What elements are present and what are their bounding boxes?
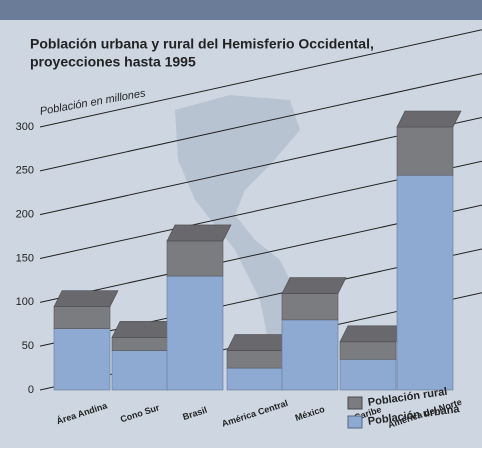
bar-segment [53, 306, 111, 329]
bar-segment [166, 275, 224, 391]
bar-segment [339, 341, 397, 360]
bar-top [166, 224, 232, 242]
bar-segment [226, 367, 284, 391]
legend-swatch [347, 396, 363, 410]
bar-segment [226, 350, 284, 369]
bar-top [281, 277, 347, 294]
bar-top [339, 325, 405, 343]
grid-line [39, 29, 482, 128]
top-band [0, 0, 482, 20]
bar-segment [281, 293, 339, 321]
bar-top [396, 110, 462, 128]
map-shape [175, 95, 300, 350]
y-tick-label: 0 [28, 384, 34, 396]
bar-top [53, 290, 119, 308]
chart-title: Población urbana y rural del Hemisferio … [30, 36, 374, 52]
bar-top [111, 321, 177, 338]
y-tick-label: 300 [16, 121, 34, 133]
bar-segment [396, 126, 454, 176]
chart-title: proyecciones hasta 1995 [30, 54, 196, 70]
bar-top [226, 334, 292, 351]
y-tick-label: 200 [16, 209, 34, 221]
y-tick-label: 250 [16, 165, 34, 177]
bar-segment [53, 328, 111, 391]
bar-segment [166, 240, 224, 277]
bar-segment [281, 319, 339, 391]
y-tick-label: 50 [22, 340, 34, 352]
y-tick-label: 100 [16, 296, 34, 308]
bar-segment [396, 174, 454, 391]
y-tick-label: 150 [16, 252, 34, 264]
bar-segment [111, 350, 169, 391]
grid-line [39, 73, 482, 172]
legend-swatch [347, 415, 363, 429]
bar-segment [111, 337, 169, 351]
bar-segment [339, 359, 397, 391]
